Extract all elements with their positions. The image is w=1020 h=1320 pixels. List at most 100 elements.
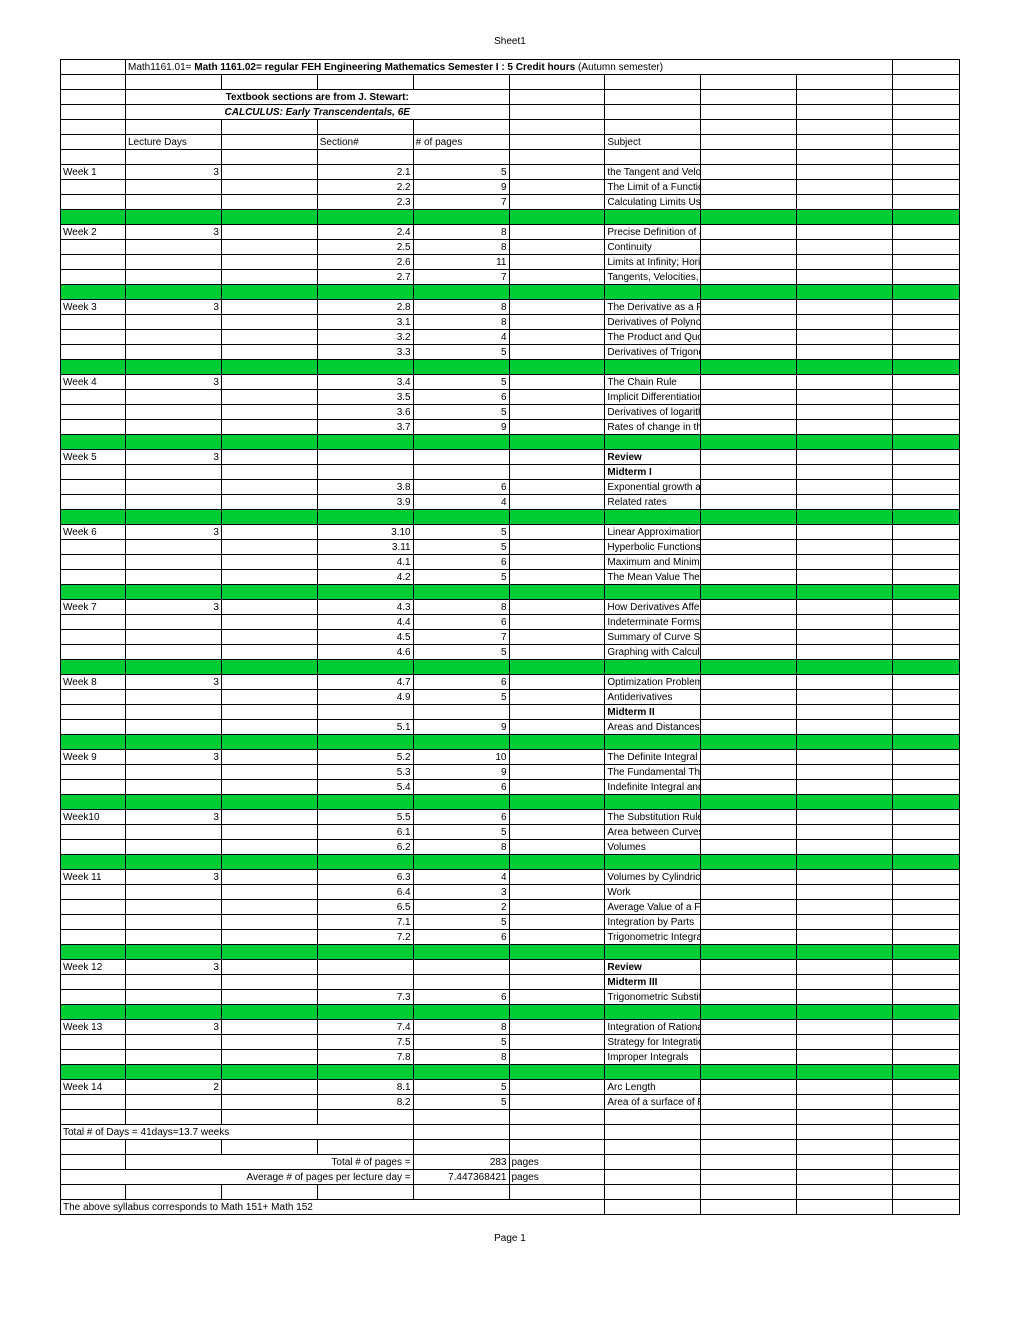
week-label: Week 5 — [61, 450, 126, 465]
subject-cell: Implicit Differentiation — [605, 390, 701, 405]
lecture-days: 3 — [126, 870, 222, 885]
pages-count: 6 — [413, 990, 509, 1005]
subject-cell: Antiderivatives — [605, 690, 701, 705]
section-number: 2.2 — [317, 180, 413, 195]
lecture-days: 3 — [126, 750, 222, 765]
pages-count: 3 — [413, 885, 509, 900]
pages-count: 5 — [413, 375, 509, 390]
avg-pages-label: Average # of pages per lecture day = — [61, 1170, 414, 1185]
pages-count: 5 — [413, 1035, 509, 1050]
pages-count: 8 — [413, 240, 509, 255]
pages-count: 9 — [413, 180, 509, 195]
pages-count: 9 — [413, 420, 509, 435]
pages-count: 5 — [413, 915, 509, 930]
subject-cell: Derivatives of logarithmic functions — [605, 405, 701, 420]
section-number: 5.1 — [317, 720, 413, 735]
section-number: 4.4 — [317, 615, 413, 630]
subject-cell: Graphing with Calculus and Calculators — [605, 645, 701, 660]
pages-count: 8 — [413, 315, 509, 330]
subject-cell: Volumes by Cylindrical Shells — [605, 870, 701, 885]
section-number: 4.7 — [317, 675, 413, 690]
subject-cell: the Tangent and Velocity Problems — [605, 165, 701, 180]
section-number — [317, 960, 413, 975]
pages-count: 5 — [413, 345, 509, 360]
section-number: 3.5 — [317, 390, 413, 405]
section-number: 4.9 — [317, 690, 413, 705]
section-number: 7.4 — [317, 1020, 413, 1035]
lecture-days: 2 — [126, 1080, 222, 1095]
section-number: 6.4 — [317, 885, 413, 900]
section-number: 4.5 — [317, 630, 413, 645]
section-number: 7.8 — [317, 1050, 413, 1065]
pages-count: 7 — [413, 270, 509, 285]
pages-count — [413, 450, 509, 465]
subject-cell: Area of a surface of Revolution — [605, 1095, 701, 1110]
pages-count: 8 — [413, 600, 509, 615]
subject-cell: Improper Integrals — [605, 1050, 701, 1065]
subject-cell: Rates of change in the sciences — [605, 420, 701, 435]
subject-cell: Indefinite Integral and the Net Change T… — [605, 780, 701, 795]
pages-count: 8 — [413, 1050, 509, 1065]
subject-cell: The Definite Integral — [605, 750, 701, 765]
subject-cell: The Derivative as a Function — [605, 300, 701, 315]
lecture-days: 3 — [126, 675, 222, 690]
week-label: Week 2 — [61, 225, 126, 240]
section-number: 6.3 — [317, 870, 413, 885]
subject-cell: Average Value of a Function — [605, 900, 701, 915]
pages-count: 8 — [413, 840, 509, 855]
pages-count: 5 — [413, 645, 509, 660]
subject-cell: Hyperbolic Functions — [605, 540, 701, 555]
subject-cell: Calculating Limits Using the Limit Laws — [605, 195, 701, 210]
week-label: Week 14 — [61, 1080, 126, 1095]
textbook-line1: Textbook sections are from J. Stewart: — [126, 90, 510, 105]
pages-count: 6 — [413, 780, 509, 795]
section-number — [317, 705, 413, 720]
subject-cell: Midterm III — [605, 975, 701, 990]
subject-cell: Optimization Problems — [605, 675, 701, 690]
lecture-days: 3 — [126, 165, 222, 180]
subject-cell: Arc Length — [605, 1080, 701, 1095]
section-number: 3.3 — [317, 345, 413, 360]
section-number: 3.1 — [317, 315, 413, 330]
pages-count — [413, 975, 509, 990]
section-number — [317, 465, 413, 480]
subject-cell: Midterm II — [605, 705, 701, 720]
lecture-days: 3 — [126, 300, 222, 315]
section-number: 8.1 — [317, 1080, 413, 1095]
subject-cell: The Mean Value Theorem — [605, 570, 701, 585]
section-number: 2.7 — [317, 270, 413, 285]
week-label: Week 6 — [61, 525, 126, 540]
week-label: Week 9 — [61, 750, 126, 765]
week-label: Week 7 — [61, 600, 126, 615]
pages-count: 6 — [413, 810, 509, 825]
pages-count: 8 — [413, 1020, 509, 1035]
subject-cell: Volumes — [605, 840, 701, 855]
subject-cell: Trigonometric Substitutions — [605, 990, 701, 1005]
subject-cell: Linear Approximations and Differentials — [605, 525, 701, 540]
section-number: 7.1 — [317, 915, 413, 930]
total-pages-label: Total # of pages = — [126, 1155, 414, 1170]
pages-count: 5 — [413, 525, 509, 540]
subject-cell: The Limit of a Function — [605, 180, 701, 195]
section-number: 6.2 — [317, 840, 413, 855]
section-number: 7.2 — [317, 930, 413, 945]
section-number: 3.10 — [317, 525, 413, 540]
week-label: Week 11 — [61, 870, 126, 885]
pages-count: 5 — [413, 1080, 509, 1095]
section-number: 4.6 — [317, 645, 413, 660]
heading-lecture-days: Lecture Days — [126, 135, 222, 150]
section-number: 5.2 — [317, 750, 413, 765]
week-label: Week 12 — [61, 960, 126, 975]
lecture-days: 3 — [126, 600, 222, 615]
section-number: 7.5 — [317, 1035, 413, 1050]
subject-cell: Trigonometric Integrals — [605, 930, 701, 945]
pages-count: 2 — [413, 900, 509, 915]
section-number: 7.3 — [317, 990, 413, 1005]
course-title: Math1161.01= Math 1161.02= regular FEH E… — [126, 60, 893, 75]
sheet-title: Sheet1 — [0, 36, 1020, 47]
avg-pages-value: 7.447368421 — [413, 1170, 509, 1185]
total-pages-unit: pages — [509, 1155, 605, 1170]
subject-cell: The Fundamental Theorem of Calculus — [605, 765, 701, 780]
subject-cell: Integration of Rational Function — [605, 1020, 701, 1035]
pages-count: 5 — [413, 1095, 509, 1110]
